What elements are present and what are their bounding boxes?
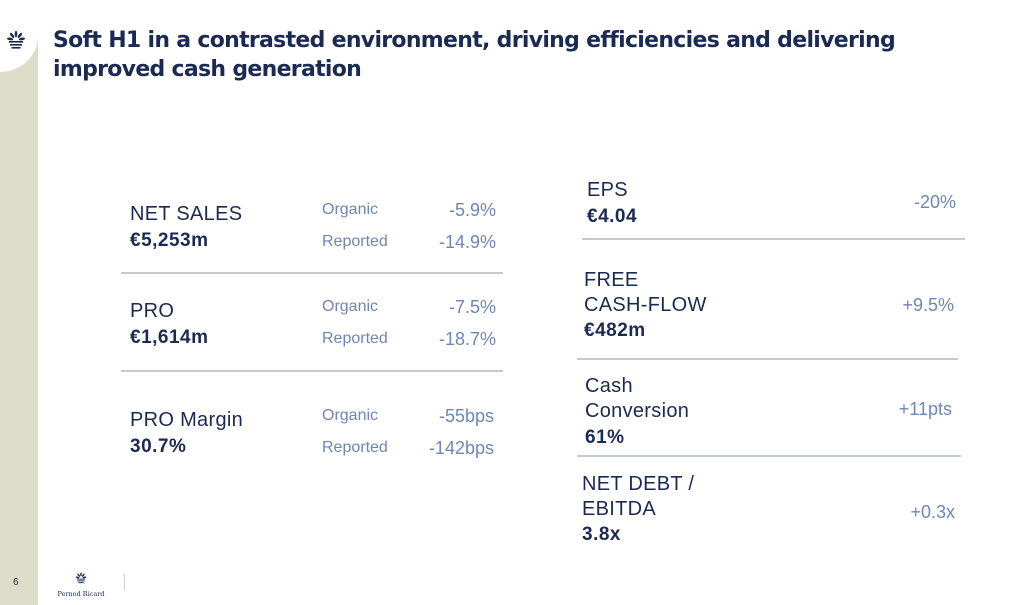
reported-label: Reported bbox=[322, 233, 388, 250]
reported-value: -142bps bbox=[428, 438, 494, 458]
kpi-name: Cash bbox=[585, 375, 633, 397]
divider bbox=[121, 272, 503, 274]
reported-label: Reported bbox=[322, 439, 388, 456]
kpi-name: CASH-FLOW bbox=[584, 294, 707, 316]
kpi-name: PRO Margin bbox=[130, 409, 244, 431]
kpi-name: Conversion bbox=[585, 400, 690, 422]
kpi-value: 61% bbox=[585, 427, 625, 448]
kpi-name: PRO bbox=[130, 300, 175, 322]
organic-value: -55bps bbox=[438, 406, 494, 426]
brand-name: Pernod Ricard bbox=[57, 590, 105, 598]
divider bbox=[577, 455, 961, 457]
organic-label: Organic bbox=[322, 298, 379, 315]
organic-value: -5.9% bbox=[448, 200, 496, 220]
divider bbox=[121, 370, 503, 372]
reported-value: -14.9% bbox=[438, 232, 496, 252]
change-value: +9.5% bbox=[902, 295, 954, 315]
divider bbox=[582, 238, 965, 240]
pernod-ricard-logo-icon bbox=[6, 30, 26, 49]
change-value: -20% bbox=[913, 192, 956, 212]
kpi-name: EPS bbox=[587, 179, 628, 201]
divider bbox=[577, 358, 958, 360]
reported-label: Reported bbox=[322, 330, 388, 347]
side-band bbox=[0, 0, 38, 605]
kpi-value: €1,614m bbox=[130, 327, 209, 348]
kpi-name: EBITDA bbox=[582, 498, 657, 520]
organic-label: Organic bbox=[322, 201, 379, 218]
kpi-name: FREE bbox=[584, 269, 639, 291]
kpi-value: 30.7% bbox=[130, 436, 187, 457]
kpi-value: 3.8x bbox=[582, 524, 621, 545]
organic-value: -7.5% bbox=[448, 297, 496, 317]
footer-logo: Pernod Ricard bbox=[54, 571, 108, 598]
change-value: +11pts bbox=[898, 399, 952, 419]
kpi-value: €4.04 bbox=[587, 206, 638, 227]
slide-title: Soft H1 in a contrasted environment, dri… bbox=[53, 28, 896, 82]
kpi-value: €482m bbox=[584, 320, 646, 341]
page-number: 6 bbox=[13, 577, 19, 588]
reported-value: -18.7% bbox=[438, 329, 496, 349]
footer-divider bbox=[124, 574, 125, 590]
kpi-value: €5,253m bbox=[130, 230, 209, 251]
kpi-name: NET DEBT / bbox=[582, 473, 695, 495]
kpi-name: NET SALES bbox=[130, 203, 243, 225]
pernod-ricard-logo-icon bbox=[75, 572, 87, 584]
organic-label: Organic bbox=[322, 407, 379, 424]
change-value: +0.3x bbox=[910, 502, 955, 522]
